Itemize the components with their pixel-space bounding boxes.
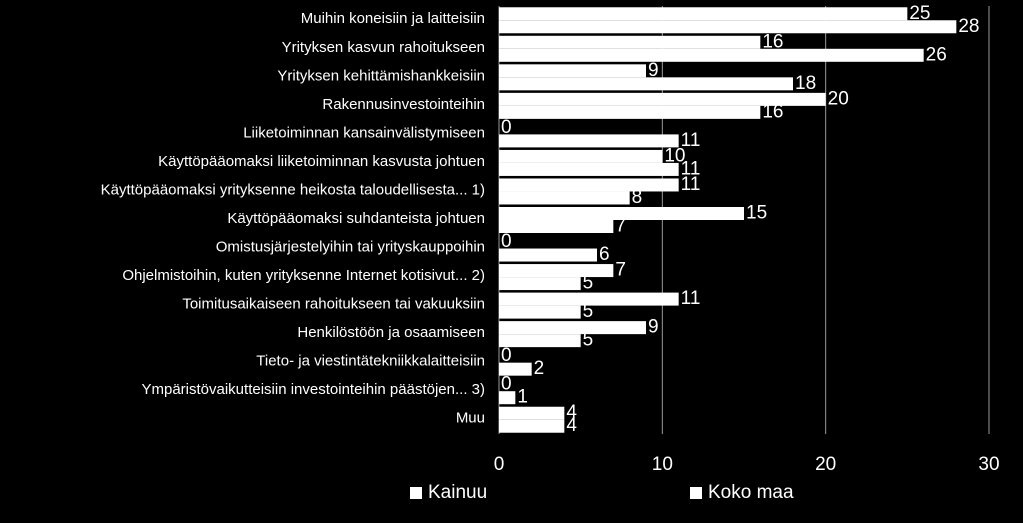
x-tick-label: 30 (978, 454, 999, 475)
x-tick-label: 20 (815, 454, 836, 475)
legend-swatch-kainuu (410, 487, 422, 499)
category-label: Rakennusinvestointeihin (322, 96, 485, 113)
bar-koko-maa (499, 220, 614, 233)
category-label: Käyttöpääomaksi suhdanteista johtuen (227, 210, 485, 227)
data-label-koko-maa: 5 (583, 330, 594, 351)
category-label: Toimitusaikaiseen rahoitukseen tai vakuu… (182, 296, 485, 313)
category-label: Muu (456, 410, 485, 427)
bar-koko-maa (499, 191, 630, 205)
x-tick-label: 10 (652, 454, 673, 475)
data-label-koko-maa: 16 (762, 101, 783, 122)
data-label-kainuu: 11 (681, 174, 701, 195)
bar-kainuu (499, 207, 744, 220)
data-label-koko-maa: 11 (681, 158, 701, 179)
data-label-kainuu: 9 (648, 317, 659, 338)
data-label-koko-maa: 28 (958, 16, 979, 37)
data-label-kainuu: 16 (762, 31, 783, 52)
category-label: Ympäristövaikutteisiin investointeihin p… (141, 381, 485, 398)
data-label-koko-maa: 18 (795, 73, 816, 94)
category-label: Yrityksen kasvun rahoitukseen (282, 39, 485, 56)
category-label: Yrityksen kehittämishankkeisiin (277, 67, 485, 84)
bar-koko-maa (499, 105, 761, 119)
category-label: Tieto- ja viestintätekniikkalaitteisiin (256, 353, 485, 370)
data-label-kainuu: 15 (746, 203, 767, 224)
data-label-koko-maa: 2 (534, 358, 545, 379)
bar-koko-maa (499, 334, 581, 348)
data-label-koko-maa: 8 (632, 187, 643, 208)
category-label: Käyttöpääomaksi liiketoiminnan kasvusta … (158, 153, 485, 170)
data-label-koko-maa: 7 (615, 216, 626, 237)
data-label-koko-maa: 1 (517, 387, 528, 408)
category-label: Henkilöstöön ja osaamiseen (297, 324, 485, 341)
data-label-koko-maa: 5 (583, 301, 594, 322)
data-label-kainuu: 4 (566, 402, 577, 423)
data-label-kainuu: 20 (828, 88, 849, 109)
data-label-kainuu: 0 (501, 231, 512, 252)
bar-kainuu (499, 149, 663, 163)
bar-kainuu (499, 35, 761, 49)
x-tick-label: 0 (494, 454, 505, 475)
category-label: Omistusjärjestelyihin tai yrityskauppoih… (216, 239, 485, 256)
legend-label-kainuu: Kainuu (428, 482, 488, 503)
bar-koko-maa (499, 391, 516, 405)
data-label-kainuu: 0 (501, 345, 512, 366)
data-label-kainuu: 11 (681, 288, 701, 309)
bar-koko-maa (499, 48, 924, 62)
data-label-kainuu: 0 (501, 117, 512, 138)
data-label-koko-maa: 5 (583, 273, 594, 294)
legend-item-kainuu: Kainuu (410, 482, 487, 504)
bar-kainuu (499, 264, 614, 278)
category-label: Ohjelmistoihin, kuten yrityksenne Intern… (122, 267, 485, 284)
bar-koko-maa (499, 277, 581, 291)
bar-koko-maa (499, 419, 565, 433)
bar-kainuu (499, 92, 826, 106)
bar-koko-maa (499, 162, 679, 176)
bar-kainuu (499, 64, 646, 78)
category-label: Liiketoiminnan kansainvälistymiseen (243, 124, 485, 141)
legend-item-koko-maa: Koko maa (690, 482, 794, 504)
data-label-koko-maa: 4 (566, 415, 577, 436)
data-label-kainuu: 0 (501, 374, 512, 395)
bar-kainuu (499, 292, 679, 306)
bar-koko-maa (499, 20, 957, 34)
bar-koko-maa (499, 248, 597, 262)
legend-label-koko-maa: Koko maa (708, 482, 794, 503)
legend-swatch-koko-maa (690, 487, 702, 499)
data-label-kainuu: 10 (664, 145, 685, 166)
data-label-kainuu: 7 (615, 260, 626, 281)
bar-koko-maa (499, 77, 793, 91)
bar-kainuu (499, 7, 908, 21)
bar-koko-maa (499, 305, 581, 319)
data-label-koko-maa: 26 (926, 44, 947, 65)
category-label: Muihin koneisiin ja laitteisiin (301, 10, 485, 27)
data-label-koko-maa: 11 (681, 130, 701, 151)
data-label-kainuu: 25 (909, 3, 930, 24)
legend: Kainuu Koko maa (0, 482, 1023, 512)
bar-koko-maa (499, 134, 679, 148)
category-label: Käyttöpääomaksi yrityksenne heikosta tal… (101, 181, 485, 198)
data-label-kainuu: 9 (648, 60, 659, 81)
bar-kainuu (499, 178, 679, 192)
data-label-koko-maa: 6 (599, 244, 610, 265)
bar-kainuu (499, 406, 565, 420)
bar-kainuu (499, 321, 646, 335)
bar-koko-maa (499, 362, 532, 376)
